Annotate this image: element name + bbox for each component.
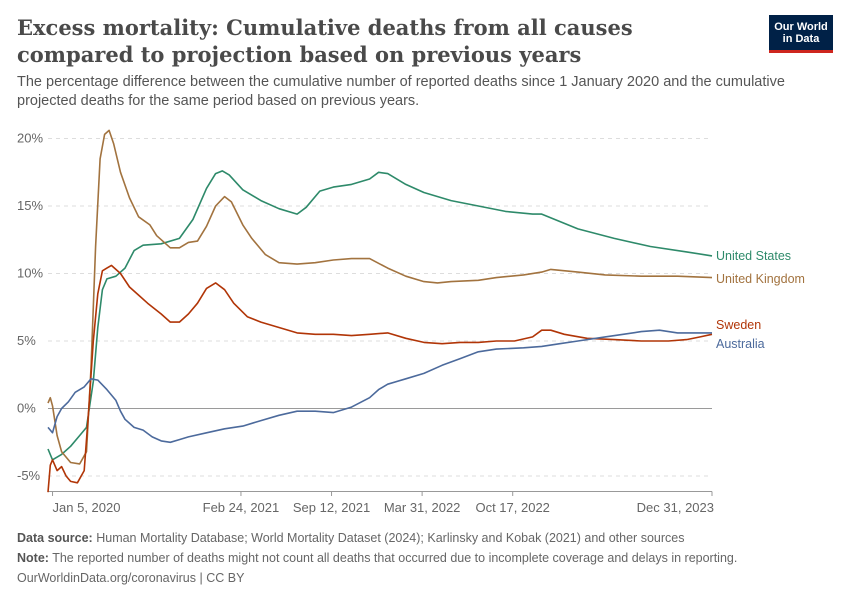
owid-logo[interactable]: Our World in Data: [769, 15, 833, 53]
series-line-sweden[interactable]: [47, 264, 713, 493]
chart-title: Excess mortality: Cumulative deaths from…: [17, 15, 633, 67]
y-tick-label: 20%: [17, 131, 43, 146]
license-link[interactable]: OurWorldinData.org/coronavirus | CC BY: [17, 571, 245, 585]
series-line-united-kingdom[interactable]: [47, 129, 713, 465]
footer: Data source: Human Mortality Database; W…: [17, 528, 837, 588]
note-text: The reported number of deaths might not …: [52, 551, 738, 565]
x-tick-label: Jan 5, 2020: [53, 500, 121, 515]
y-tick-label: -5%: [17, 468, 41, 483]
y-tick-label: 5%: [17, 333, 36, 348]
logo-line-2: in Data: [782, 33, 820, 45]
series-lines: [47, 129, 713, 493]
series-label-australia[interactable]: Australia: [716, 337, 765, 351]
series-labels: United States United Kingdom Sweden Austral…: [716, 249, 805, 351]
chart-subtitle: The percentage difference between the cu…: [17, 74, 785, 109]
y-tick-label: 10%: [17, 266, 43, 281]
series-line-australia[interactable]: [47, 329, 712, 444]
data-source: Data source: Human Mortality Database; W…: [17, 528, 837, 548]
x-tick-label: Mar 31, 2022: [384, 500, 461, 515]
y-tick-label: 0%: [17, 401, 36, 416]
note-label: Note:: [17, 551, 49, 565]
logo-accent-bar: [769, 50, 833, 53]
x-tick-label: Feb 24, 2021: [203, 500, 280, 515]
data-source-label: Data source:: [17, 531, 93, 545]
series-label-sweden[interactable]: Sweden: [716, 318, 761, 332]
data-source-text[interactable]: Human Mortality Database; World Mortalit…: [96, 531, 685, 545]
x-tick-label: Dec 31, 2023: [637, 500, 714, 515]
gridlines: [48, 138, 712, 477]
note: Note: The reported number of deaths migh…: [17, 548, 837, 568]
x-tick-label: Oct 17, 2022: [475, 500, 549, 515]
x-axis: Jan 5, 2020 Feb 24, 2021 Sep 12, 2021 Mar 3…: [48, 491, 714, 515]
y-axis-ticks: -5% 0% 5% 10% 15% 20%: [17, 131, 43, 484]
series-label-united-kingdom[interactable]: United Kingdom: [716, 272, 805, 286]
y-tick-label: 15%: [17, 198, 43, 213]
series-label-united-states[interactable]: United States: [716, 249, 791, 263]
logo-line-1: Our World: [774, 21, 828, 33]
series-line-united-states[interactable]: [47, 170, 713, 461]
x-tick-label: Sep 12, 2021: [293, 500, 370, 515]
